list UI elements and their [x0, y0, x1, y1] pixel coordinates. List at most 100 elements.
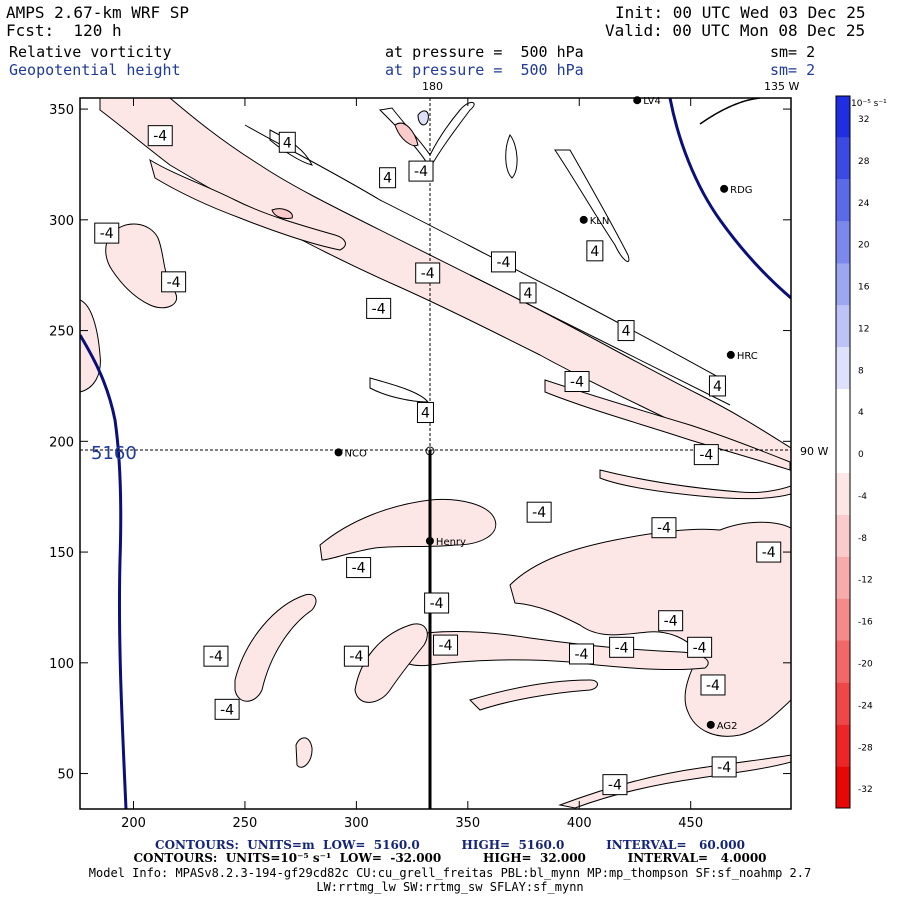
vorticity-neg-lobe-sw — [234, 593, 317, 702]
colorbar-segment — [836, 556, 850, 599]
y-tick-label: 150 — [49, 546, 74, 561]
colorbar-tick-label: -12 — [858, 576, 873, 586]
vorticity-pos-contour-2 — [469, 274, 731, 406]
contour-label-box — [519, 282, 537, 304]
contour-label: 4 — [524, 286, 533, 302]
contour-label-box — [711, 756, 737, 778]
field2-level: at pressure = 500 hPa — [385, 61, 584, 79]
contour-label-box — [687, 636, 713, 658]
contour-label: 4 — [590, 244, 599, 260]
contour-label-box — [278, 131, 296, 153]
station-marker — [579, 215, 588, 224]
cross-section-origin — [425, 446, 435, 456]
contour-label-box — [214, 698, 240, 720]
contour-label: -4 — [706, 678, 720, 694]
contour-label: -4 — [608, 778, 622, 794]
contour-label: 4 — [383, 171, 392, 187]
contour-label: -4 — [421, 266, 435, 282]
vorticity-neg-complex-se-inner — [389, 631, 709, 671]
contour-label-box — [147, 125, 173, 147]
colorbar-tick-label: 12 — [858, 324, 869, 334]
colorbar-segment — [836, 96, 850, 138]
y-tick-label: 350 — [49, 103, 74, 118]
vorticity-neg-blob-edge — [80, 299, 101, 393]
colorbar-segment — [836, 766, 850, 808]
contour-label-box — [161, 271, 187, 293]
contour-label-box — [700, 674, 726, 696]
valid-time: Valid: 00 UTC Mon 08 Dec 25 — [605, 21, 866, 40]
vorticity-neg-streak-lower — [469, 679, 598, 711]
y-tick-label: 50 — [57, 768, 74, 783]
contour-label-box — [609, 636, 635, 658]
forecast-hour: Fcst: 120 h — [6, 21, 122, 40]
meridian-135w-label: 135 W — [764, 80, 799, 93]
colorbar-tick-label: 20 — [858, 241, 870, 251]
contour-label-box — [343, 645, 369, 667]
footer-model-info: Model Info: MPASv8.2.3-194-gf29cd82c CU:… — [88, 866, 812, 880]
colorbar-tick-label: -20 — [858, 660, 873, 670]
height-contour-top-right — [699, 98, 761, 125]
vorticity-neg-blob-south — [295, 737, 313, 768]
contour-label-box — [708, 375, 726, 397]
contour-label-box — [568, 643, 594, 665]
vorticity-pos-contour-6 — [505, 134, 518, 179]
station-label: NCO — [345, 448, 367, 459]
colorbar-segment — [836, 598, 850, 641]
colorbar-tick-label: -32 — [858, 785, 873, 795]
colorbar-segment — [836, 221, 850, 264]
contour-label: -4 — [349, 649, 363, 665]
station-label: Henry — [436, 537, 466, 548]
vorticity-pos-contour-1 — [244, 124, 721, 379]
contour-label-box — [346, 557, 372, 579]
x-axis-ticks: 200 250 300 350 400 450 — [121, 98, 703, 831]
contour-label: -4 — [699, 448, 713, 464]
colorbar-tick-label: 8 — [858, 366, 864, 376]
vorticity-neg-core-mid — [271, 208, 293, 219]
footer-vorticity-contours: CONTOURS: UNITS=10⁻⁵ s⁻¹ LOW= -32.000 HI… — [133, 851, 767, 865]
colorbar-tick-label: 0 — [858, 450, 864, 460]
colorbar-segment — [836, 137, 850, 180]
contour-label-box — [203, 645, 229, 667]
colorbar-segment — [836, 682, 850, 725]
meridian-180-label: 180 — [422, 80, 443, 93]
field2-name: Geopotential height — [9, 61, 181, 79]
contour-label-box — [526, 501, 552, 523]
contour-label-box — [424, 592, 450, 614]
field1-level: at pressure = 500 hPa — [385, 43, 584, 61]
vorticity-neg-streak-east — [544, 379, 791, 471]
contour-label-box — [490, 251, 516, 273]
height-contour-label: 5160 — [91, 443, 137, 464]
colorbar: 32 28 24 20 16 12 8 4 0 -4 -8 -12 -16 -20 -24 -28 -32 — [835, 95, 873, 809]
contour-label-box — [415, 262, 441, 284]
vorticity-neg-band-central — [319, 498, 497, 561]
contour-label: -4 — [167, 275, 181, 291]
y-tick-label: 200 — [49, 435, 74, 450]
station-marker — [726, 350, 735, 359]
contour-label: -4 — [532, 505, 546, 521]
colorbar-segment — [836, 389, 850, 432]
station-label: KLN — [590, 216, 610, 227]
contour-label-box — [379, 167, 397, 189]
colorbar-tick-label: 24 — [858, 199, 870, 209]
contour-label-box — [94, 222, 120, 244]
contour-label: -4 — [430, 596, 444, 612]
station-label: HRC — [737, 351, 758, 362]
colorbar-tick-label: 28 — [858, 157, 870, 167]
vorticity-neg-lobe-south — [354, 623, 428, 703]
x-tick-label: 200 — [121, 816, 146, 831]
colorbar-tick-label: -16 — [858, 618, 873, 628]
contour-label: 4 — [622, 324, 631, 340]
contour-label-box — [602, 774, 628, 796]
contour-label: 4 — [283, 135, 292, 151]
contour-label-box — [658, 610, 684, 632]
colorbar-segment — [836, 179, 850, 222]
height-contour-east — [668, 98, 791, 300]
contour-label: -4 — [414, 164, 428, 180]
contour-label: -4 — [717, 760, 731, 776]
y-axis-ticks: 350 300 250 200 150 100 50 — [49, 103, 791, 783]
colorbar-tick-label: -4 — [858, 492, 867, 502]
x-tick-label: 250 — [233, 816, 258, 831]
vorticity-neg-core-top — [394, 122, 419, 147]
x-tick-label: 450 — [678, 816, 703, 831]
